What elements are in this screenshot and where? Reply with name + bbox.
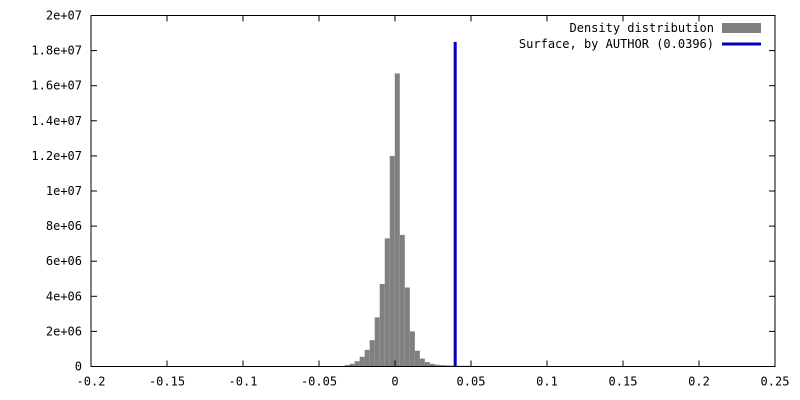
histogram-bar xyxy=(349,363,355,367)
histogram-bar xyxy=(444,365,450,367)
y-tick-labels: 0 2e+06 4e+06 6e+06 8e+06 1e+07 1.2e+07 1.4e+07… xyxy=(31,9,82,374)
y-tick-label: 1.8e+07 xyxy=(31,44,82,58)
y-tick-label: 8e+06 xyxy=(46,219,82,233)
histogram-bar xyxy=(359,356,365,367)
histogram-bar xyxy=(404,287,410,367)
y-tick-label: 2e+06 xyxy=(46,324,82,338)
histogram-bar xyxy=(369,340,375,367)
x-tick-label: 0.2 xyxy=(688,375,710,389)
x-tick-label: -0.2 xyxy=(77,375,106,389)
bars-layer xyxy=(344,73,491,367)
ticks-layer xyxy=(90,15,776,367)
histogram-bar xyxy=(389,155,395,367)
x-tick-labels: -0.2 -0.15 -0.1 -0.05 0 0.05 0.1 0.15 0.2 0.25 xyxy=(77,375,790,389)
histogram-bar xyxy=(394,73,400,367)
histogram-bar xyxy=(354,361,360,367)
x-tick-label: 0.1 xyxy=(536,375,558,389)
y-tick-label: 1.4e+07 xyxy=(31,114,82,128)
y-tick-label: 4e+06 xyxy=(46,289,82,303)
histogram-bar xyxy=(374,317,380,367)
histogram-bar xyxy=(434,364,440,367)
histogram-bar xyxy=(424,362,430,367)
plot-frame xyxy=(90,15,776,367)
histogram-bar xyxy=(384,238,390,367)
histogram-bar xyxy=(439,365,445,367)
y-tick-label: 0 xyxy=(75,360,82,374)
legend-label-surface: Surface, by AUTHOR (0.0396) xyxy=(519,37,714,51)
histogram-bar xyxy=(344,365,350,367)
x-tick-label: 0.25 xyxy=(761,375,790,389)
x-tick-label: -0.15 xyxy=(149,375,185,389)
histogram-bar xyxy=(414,350,420,367)
y-tick-label: 1.6e+07 xyxy=(31,79,82,93)
x-tick-label: -0.1 xyxy=(229,375,258,389)
legend: Density distribution Surface, by AUTHOR … xyxy=(519,21,761,51)
y-tick-label: 6e+06 xyxy=(46,254,82,268)
histogram-bar xyxy=(429,363,435,367)
y-tick-label: 2e+07 xyxy=(46,9,82,23)
x-tick-label: 0 xyxy=(391,375,398,389)
y-tick-label: 1.2e+07 xyxy=(31,149,82,163)
legend-label-density: Density distribution xyxy=(570,21,715,35)
histogram-bar xyxy=(379,284,385,367)
y-tick-label: 1e+07 xyxy=(46,184,82,198)
x-tick-label: 0.05 xyxy=(457,375,486,389)
histogram-bar xyxy=(419,358,425,367)
histogram-bar xyxy=(364,349,370,367)
x-tick-label: 0.15 xyxy=(609,375,638,389)
legend-swatch-density xyxy=(722,23,761,33)
histogram-bar xyxy=(409,331,415,367)
x-tick-label: -0.05 xyxy=(301,375,337,389)
histogram-bar xyxy=(399,234,405,367)
